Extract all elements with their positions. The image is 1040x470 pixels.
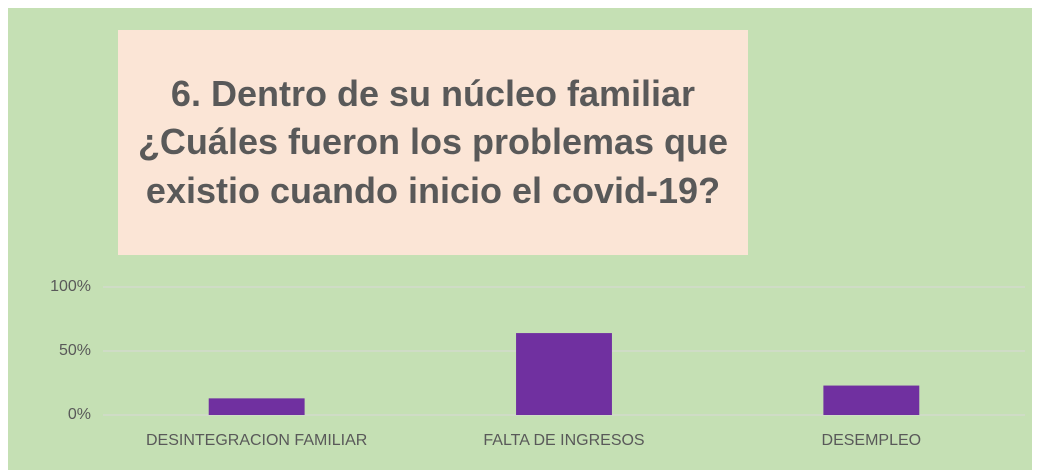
bar bbox=[823, 385, 920, 415]
y-tick-label: 50% bbox=[59, 342, 91, 359]
bar bbox=[208, 398, 305, 415]
chart-title: 6. Dentro de su núcleo familiar ¿Cuáles … bbox=[137, 72, 729, 211]
y-tick-label: 0% bbox=[68, 406, 91, 423]
chart-background: 6. Dentro de su núcleo familiar ¿Cuáles … bbox=[8, 8, 1032, 470]
x-tick-label: DESEMPLEO bbox=[822, 432, 922, 449]
title-box: 6. Dentro de su núcleo familiar ¿Cuáles … bbox=[118, 30, 748, 255]
y-tick-label: 100% bbox=[50, 278, 91, 295]
bar bbox=[516, 333, 612, 415]
x-tick-label: FALTA DE INGRESOS bbox=[483, 432, 644, 449]
x-tick-label: DESINTEGRACION FAMILIAR bbox=[146, 432, 367, 449]
chart: 0% 50% 100% DESINTEGRACION FAMILIAR FALTA DE… bbox=[50, 278, 1025, 449]
